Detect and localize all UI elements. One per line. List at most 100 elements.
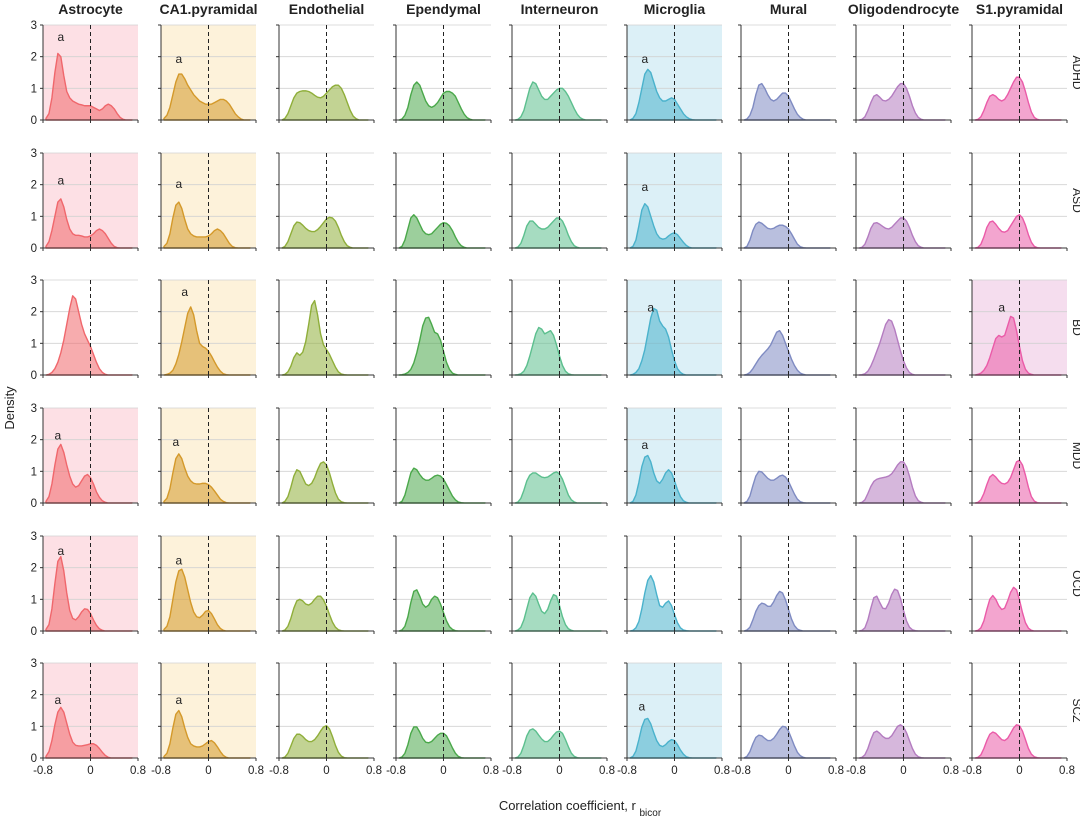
annotation-label: a	[173, 435, 180, 449]
density-area-bd-astrocyte	[45, 295, 133, 376]
panel-adhd-mural	[738, 24, 837, 123]
panel-scz-microglia: -0.8 0 0.8 a	[617, 662, 730, 777]
density-area-bd-oligodendrocyte	[858, 318, 946, 376]
panel-bd-ependymal	[393, 279, 492, 378]
y-tick-label: 3	[31, 275, 37, 287]
density-area-adhd-ca1-pyramidal	[163, 73, 251, 121]
x-tick-label: -0.8	[269, 765, 289, 777]
x-tick-label: -0.8	[502, 765, 522, 777]
density-area-scz-oligodendrocyte	[858, 724, 946, 759]
x-tick-label: -0.8	[846, 765, 866, 777]
x-tick-label: 0	[323, 765, 329, 777]
x-tick-label: 0	[900, 765, 906, 777]
density-area-ocd-oligodendrocyte	[858, 588, 946, 632]
panel-bd-interneuron	[509, 279, 608, 378]
density-area-adhd-oligodendrocyte	[858, 82, 946, 121]
panel-scz-ca1-pyramidal: -0.8 0 0.8 a	[151, 662, 264, 777]
density-area-ocd-microglia	[629, 574, 717, 632]
density-area-asd-ependymal	[398, 214, 486, 249]
row-label-bd: BD	[1070, 319, 1080, 336]
density-area-asd-oligodendrocyte	[858, 217, 946, 249]
annotation-label: a	[639, 700, 646, 714]
x-tick-label: 0.8	[828, 765, 844, 777]
panel-adhd-ca1-pyramidal: a	[158, 24, 257, 123]
x-tick-label: 0	[785, 765, 791, 777]
y-tick-label: 0	[31, 498, 37, 510]
panel-mdd-ca1-pyramidal: a	[158, 407, 257, 506]
panel-mdd-oligodendrocyte	[853, 407, 952, 506]
column-title-endothelial: Endothelial	[289, 1, 364, 17]
density-area-scz-s1-pyramidal	[974, 724, 1062, 759]
y-tick-label: 2	[31, 563, 37, 575]
panel-asd-mural	[738, 152, 837, 251]
y-tick-label: 1	[31, 83, 37, 95]
x-tick-label: 0	[556, 765, 562, 777]
density-area-ocd-interneuron	[514, 592, 602, 632]
annotation-label: a	[55, 693, 62, 707]
annotation-label: a	[55, 429, 62, 443]
column-title-ependymal: Ependymal	[406, 1, 481, 17]
density-area-bd-ependymal	[398, 316, 486, 376]
panel-asd-ca1-pyramidal: a	[158, 152, 257, 251]
panel-bd-astrocyte: 0 1 2 3	[31, 275, 139, 382]
panel-asd-astrocyte: 0 1 2 3 a	[31, 148, 139, 255]
annotation-label: a	[647, 301, 654, 315]
x-tick-label: 0.8	[130, 765, 146, 777]
density-area-mdd-mural	[743, 470, 831, 504]
annotation-label: a	[175, 554, 182, 568]
x-tick-label: -0.8	[33, 765, 53, 777]
panel-adhd-oligodendrocyte	[853, 24, 952, 123]
x-tick-label: 0.8	[1059, 765, 1075, 777]
column-title-ca1-pyramidal: CA1.pyramidal	[159, 1, 257, 17]
annotation-label: a	[57, 30, 64, 44]
x-tick-label: 0.8	[248, 765, 264, 777]
panel-asd-oligodendrocyte	[853, 152, 952, 251]
panel-mdd-astrocyte: 0 1 2 3 a	[31, 403, 139, 510]
x-tick-label: 0	[87, 765, 93, 777]
y-tick-label: 0	[31, 243, 37, 255]
y-tick-label: 0	[31, 370, 37, 382]
y-tick-label: 3	[31, 20, 37, 32]
y-tick-label: 0	[31, 626, 37, 638]
density-area-adhd-interneuron	[514, 81, 602, 121]
panel-asd-s1-pyramidal	[969, 152, 1068, 251]
panel-scz-interneuron: -0.8 0 0.8	[502, 662, 615, 777]
density-area-mdd-s1-pyramidal	[974, 459, 1062, 504]
y-tick-label: 0	[31, 115, 37, 127]
panel-grid: 0 1 2 3 a a a 0 1 2 3 a a a 0 1 2 3 a a a 0 1 2 3 a a a 0 1 2 3 a a 0 1 2 3 -0…	[31, 20, 1075, 777]
panel-bd-s1-pyramidal: a	[969, 279, 1068, 378]
x-tick-label: 0	[440, 765, 446, 777]
panel-ocd-oligodendrocyte	[853, 535, 952, 634]
y-tick-label: 0	[31, 753, 37, 765]
density-area-ocd-ependymal	[398, 589, 486, 632]
annotation-label: a	[998, 301, 1005, 315]
density-area-adhd-astrocyte	[45, 52, 133, 121]
density-area-adhd-ependymal	[398, 81, 486, 121]
panel-scz-mural: -0.8 0 0.8	[731, 662, 844, 777]
density-area-asd-interneuron	[514, 217, 602, 249]
panel-bd-endothelial	[276, 279, 375, 378]
y-tick-label: 3	[31, 403, 37, 415]
density-area-adhd-s1-pyramidal	[974, 76, 1062, 121]
density-area-ocd-endothelial	[281, 595, 369, 632]
column-title-astrocyte: Astrocyte	[58, 1, 123, 17]
panel-bd-oligodendrocyte	[853, 279, 952, 378]
x-tick-label: 0.8	[483, 765, 499, 777]
x-axis-title-main: Correlation coefficient, r	[499, 798, 637, 813]
x-tick-label: -0.8	[962, 765, 982, 777]
y-tick-label: 3	[31, 148, 37, 160]
density-area-mdd-ependymal	[398, 467, 486, 504]
panel-mdd-interneuron	[509, 407, 608, 506]
density-area-ocd-s1-pyramidal	[974, 586, 1062, 632]
x-tick-label: -0.8	[731, 765, 751, 777]
column-title-microglia: Microglia	[644, 1, 706, 17]
panel-ocd-mural	[738, 535, 837, 634]
panel-ocd-s1-pyramidal	[969, 535, 1068, 634]
density-area-mdd-endothelial	[281, 461, 369, 504]
density-area-asd-s1-pyramidal	[974, 214, 1062, 249]
annotation-label: a	[641, 438, 648, 452]
y-axis-title: Density	[2, 386, 17, 430]
x-tick-label: 0.8	[366, 765, 382, 777]
panel-asd-ependymal	[393, 152, 492, 251]
